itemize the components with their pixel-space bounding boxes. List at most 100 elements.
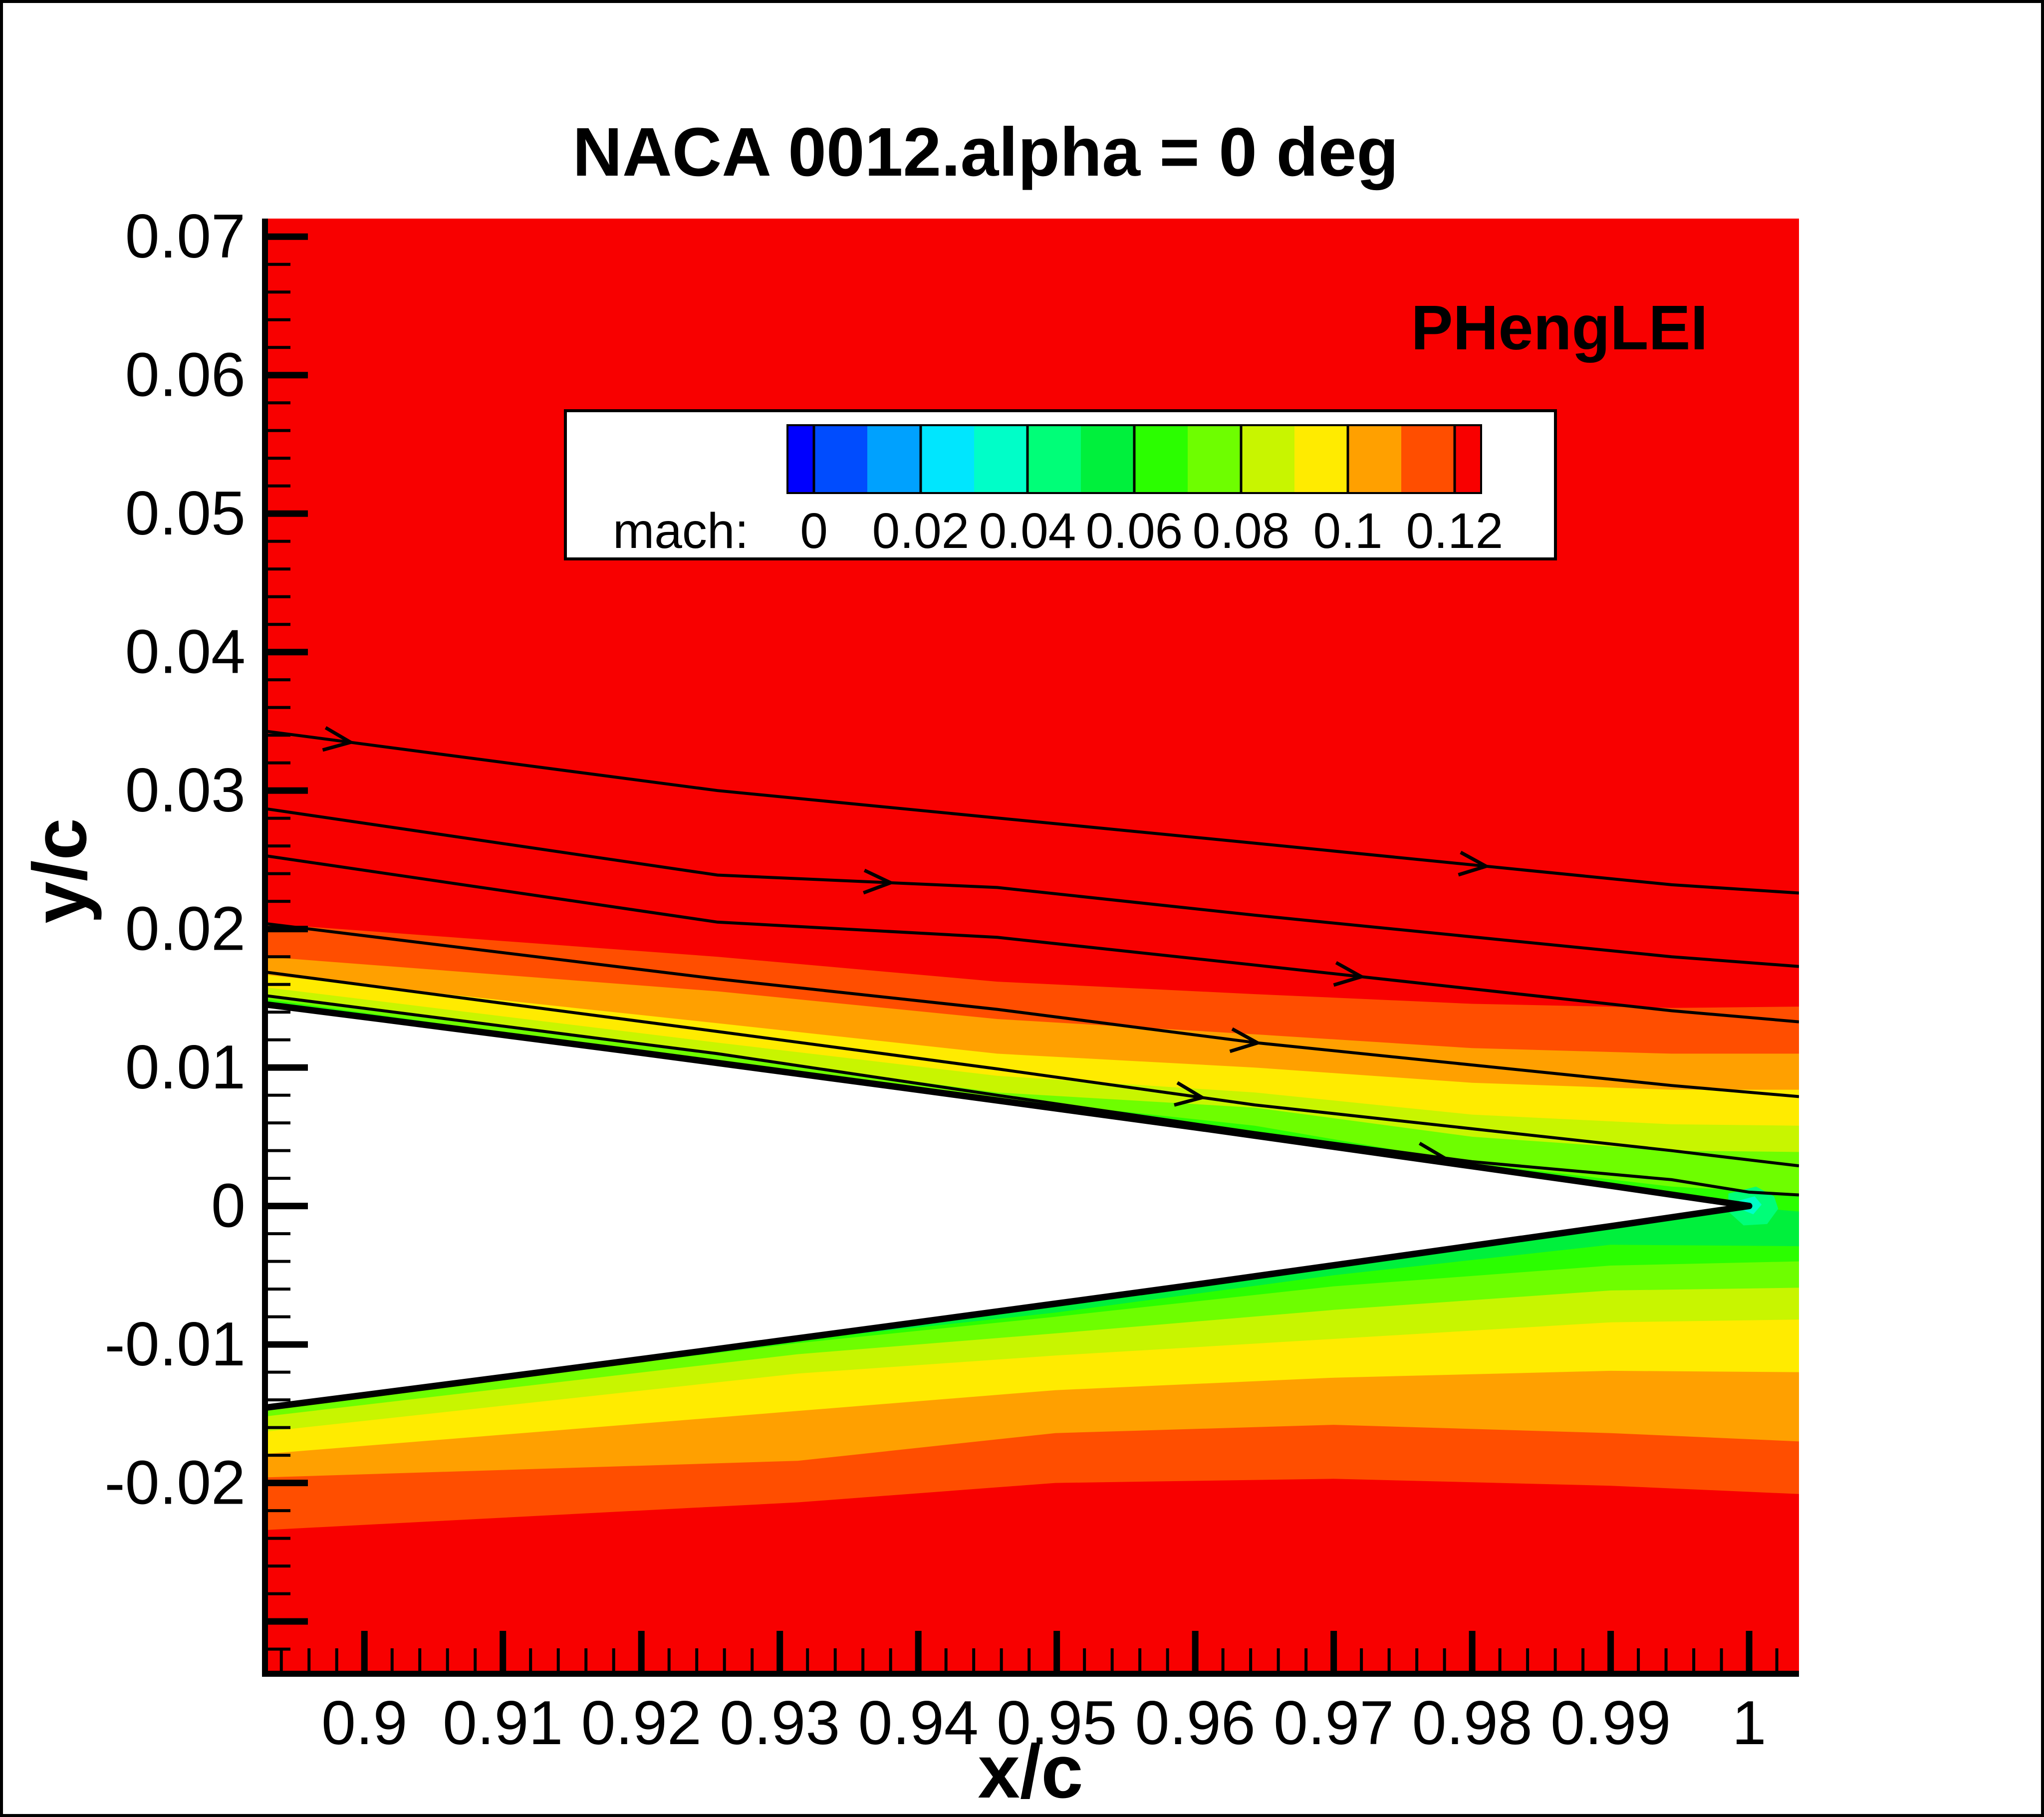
y-tick-label: 0.02	[125, 895, 246, 964]
streamline-arrow-icon	[1229, 1027, 1262, 1053]
y-tick-label: -0.01	[104, 1310, 246, 1379]
y-minor-tick	[268, 401, 290, 405]
y-minor-tick	[268, 761, 290, 765]
chart-title: NACA 0012.alpha = 0 deg	[572, 114, 1398, 191]
y-minor-tick	[268, 1121, 290, 1125]
y-major-tick	[268, 233, 308, 240]
streamline	[265, 854, 1799, 1024]
x-minor-tick	[861, 1648, 865, 1671]
x-minor-tick	[833, 1648, 837, 1671]
colorbar-band	[1134, 425, 1188, 493]
legend-tick-label: 0.02	[872, 503, 970, 559]
x-major-tick	[1192, 1631, 1199, 1671]
colorbar-band	[1081, 425, 1134, 493]
y-minor-tick	[268, 872, 290, 875]
y-minor-tick	[268, 1426, 290, 1429]
x-minor-tick	[695, 1648, 699, 1671]
x-tick-label: 0.97	[1274, 1689, 1394, 1758]
y-minor-tick	[268, 1011, 290, 1014]
x-minor-tick	[751, 1648, 754, 1671]
colorbar-band	[1241, 425, 1294, 493]
y-minor-tick	[268, 623, 290, 626]
y-minor-tick	[268, 1398, 290, 1402]
y-tick-label: 0.06	[125, 341, 246, 410]
colorbar-separator	[812, 425, 815, 493]
x-minor-tick	[1637, 1648, 1640, 1671]
x-minor-tick	[1415, 1648, 1419, 1671]
x-minor-tick	[1526, 1648, 1530, 1671]
x-minor-tick	[1110, 1648, 1114, 1671]
y-tick-label: 0.03	[125, 756, 246, 825]
colorbar-separator	[1346, 425, 1349, 493]
y-major-tick	[268, 510, 308, 517]
legend-tick-label: 0.1	[1313, 503, 1382, 559]
x-minor-tick	[1387, 1648, 1391, 1671]
x-minor-tick	[279, 1648, 283, 1671]
y-minor-tick	[268, 318, 290, 321]
x-minor-tick	[474, 1648, 477, 1671]
legend-tick-label: 0.12	[1406, 503, 1504, 559]
x-minor-tick	[1553, 1648, 1557, 1671]
y-minor-tick	[268, 1232, 290, 1236]
legend-quantity-label: mach:	[613, 503, 749, 559]
y-major-tick	[268, 1064, 308, 1071]
x-minor-tick	[944, 1648, 948, 1671]
colorbar-band	[1348, 425, 1401, 493]
contour-legend: 0 0.02 0.04 0.06 0.08 0.1 0.12 mach:	[564, 409, 1557, 560]
x-minor-tick	[1443, 1648, 1446, 1671]
airfoil-surface	[265, 1001, 1753, 1411]
x-major-tick	[1053, 1631, 1060, 1671]
y-minor-tick	[268, 262, 290, 266]
y-minor-tick	[268, 983, 290, 986]
y-minor-tick	[268, 1537, 290, 1540]
x-minor-tick	[723, 1648, 726, 1671]
y-tick-label: 0.07	[125, 202, 246, 271]
x-minor-tick	[390, 1648, 394, 1671]
y-major-tick	[268, 926, 308, 933]
streamline	[265, 922, 1799, 1098]
x-tick-label: 0.9	[321, 1689, 407, 1758]
colorbar-band	[1294, 425, 1348, 493]
y-minor-tick	[268, 1592, 290, 1595]
x-minor-tick	[1000, 1648, 1003, 1671]
legend-tick-label: 0	[800, 503, 828, 559]
x-minor-tick	[612, 1648, 615, 1671]
y-minor-tick	[268, 1093, 290, 1097]
colorbar-band	[1027, 425, 1081, 493]
y-minor-tick	[268, 567, 290, 571]
y-minor-tick	[268, 844, 290, 848]
y-axis: 0.07 0.06 0.05 0.04 0.03 0.02 0.01 0 -0.01 -0.02	[104, 202, 308, 1677]
y-major-tick	[268, 372, 308, 379]
x-minor-tick	[418, 1648, 422, 1671]
x-minor-tick	[446, 1648, 449, 1671]
legend-tick-label: 0.06	[1086, 503, 1183, 559]
x-minor-tick	[889, 1648, 892, 1671]
x-major-tick	[1330, 1631, 1337, 1671]
x-tick-label: 0.93	[720, 1689, 840, 1758]
y-minor-tick	[268, 429, 290, 432]
y-minor-tick	[268, 1149, 290, 1152]
y-minor-tick	[268, 1509, 290, 1513]
colorbar-band	[1188, 425, 1241, 493]
x-tick-label: 0.95	[997, 1689, 1117, 1758]
x-minor-tick	[1221, 1648, 1225, 1671]
x-minor-tick	[806, 1648, 809, 1671]
x-minor-tick	[307, 1648, 311, 1671]
y-minor-tick	[268, 678, 290, 682]
colorbar-separator	[1240, 425, 1243, 493]
y-minor-tick	[268, 1370, 290, 1374]
streamline-arrow-icon	[1174, 1081, 1207, 1107]
y-tick-label: 0.05	[125, 479, 246, 548]
streamline-arrow-icon	[322, 726, 355, 752]
x-minor-tick	[972, 1648, 976, 1671]
y-major-tick	[268, 649, 308, 656]
y-minor-tick	[268, 900, 290, 903]
y-major-tick	[268, 787, 308, 794]
streamline-arrow-icon	[1458, 850, 1491, 877]
x-tick-label: 0.99	[1550, 1689, 1671, 1758]
colorbar-band	[1455, 425, 1481, 493]
colorbar-separator	[1453, 425, 1456, 493]
